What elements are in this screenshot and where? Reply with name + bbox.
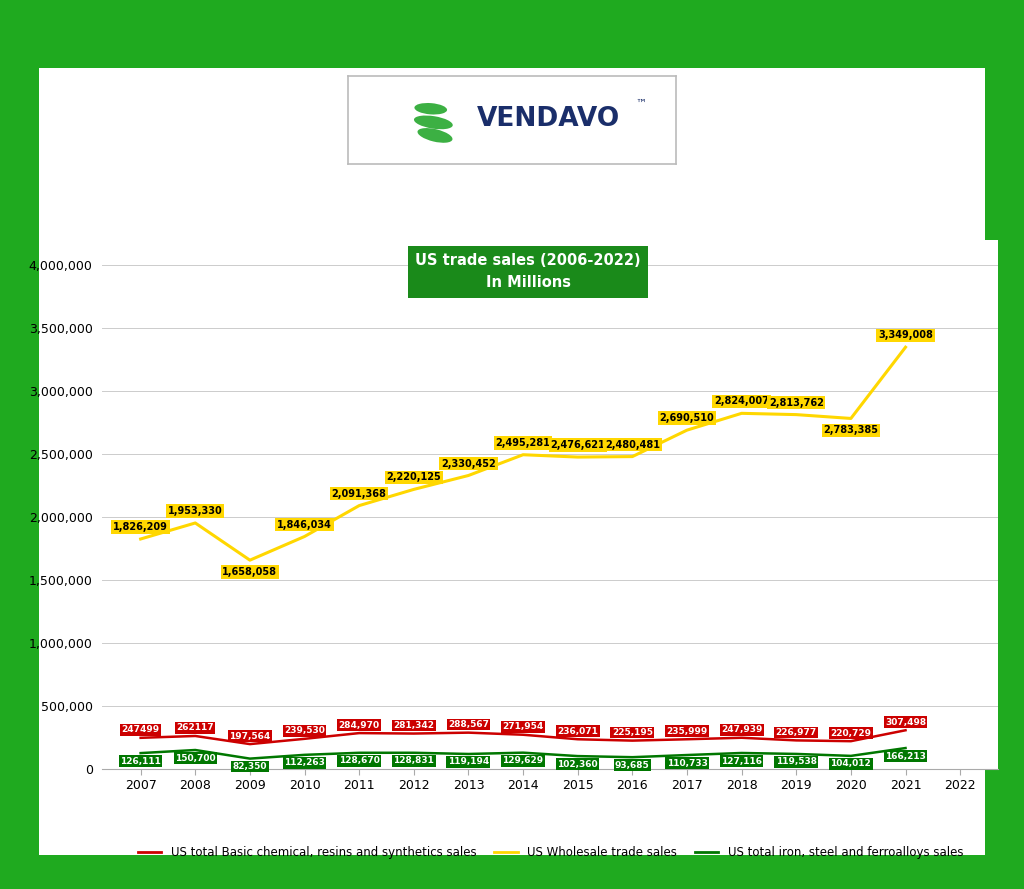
Text: 288,567: 288,567 [447, 720, 488, 729]
Text: 2,690,510: 2,690,510 [659, 413, 715, 423]
Text: 126,111: 126,111 [120, 757, 161, 765]
Text: 119,538: 119,538 [776, 757, 817, 766]
Text: 307,498: 307,498 [885, 717, 926, 726]
Legend: US total Basic chemical, resins and synthetics sales, US Wholesale trade sales, : US total Basic chemical, resins and synt… [133, 841, 968, 863]
Text: 197,564: 197,564 [229, 732, 270, 741]
Text: 112,263: 112,263 [284, 758, 325, 767]
Text: 262117: 262117 [176, 724, 214, 733]
Text: 1,826,209: 1,826,209 [114, 522, 168, 532]
Text: 128,831: 128,831 [393, 757, 434, 765]
Text: 150,700: 150,700 [175, 754, 216, 763]
Text: 2,495,281: 2,495,281 [496, 437, 551, 448]
Text: 2,476,621: 2,476,621 [550, 440, 605, 450]
Text: 2,824,007: 2,824,007 [714, 396, 769, 406]
Text: 220,729: 220,729 [830, 729, 871, 738]
Text: 104,012: 104,012 [830, 759, 871, 768]
Text: 226,977: 226,977 [775, 728, 817, 737]
Text: 247,939: 247,939 [721, 725, 762, 734]
Text: 3,349,008: 3,349,008 [879, 331, 933, 340]
Text: 281,342: 281,342 [393, 721, 434, 730]
Text: 2,783,385: 2,783,385 [823, 425, 879, 436]
Text: VENDAVO: VENDAVO [476, 107, 620, 132]
Text: US trade sales (2006-2022)
In Millions: US trade sales (2006-2022) In Millions [415, 253, 641, 291]
Text: 2,091,368: 2,091,368 [332, 489, 387, 499]
Ellipse shape [415, 103, 447, 115]
Text: 129,629: 129,629 [503, 757, 544, 765]
Text: 247499: 247499 [122, 725, 160, 734]
Text: 271,954: 271,954 [503, 722, 544, 732]
Text: 1,846,034: 1,846,034 [278, 519, 332, 530]
Text: 236,071: 236,071 [557, 726, 598, 736]
Text: 239,530: 239,530 [284, 726, 325, 735]
Ellipse shape [414, 116, 453, 129]
Text: ™: ™ [636, 99, 647, 108]
Text: 2,813,762: 2,813,762 [769, 397, 823, 408]
Text: 82,350: 82,350 [232, 762, 267, 771]
Text: 235,999: 235,999 [667, 726, 708, 736]
Text: 1,658,058: 1,658,058 [222, 567, 278, 577]
Text: 93,685: 93,685 [615, 761, 649, 770]
Text: 225,195: 225,195 [612, 728, 653, 737]
Text: 1,953,330: 1,953,330 [168, 506, 222, 516]
Text: 2,330,452: 2,330,452 [441, 459, 496, 469]
Text: 102,360: 102,360 [557, 759, 598, 769]
Text: 127,116: 127,116 [721, 757, 762, 765]
Text: 284,970: 284,970 [339, 721, 380, 730]
Text: 110,733: 110,733 [667, 758, 708, 767]
Text: 2,480,481: 2,480,481 [605, 440, 659, 450]
Text: 2,220,125: 2,220,125 [386, 472, 441, 483]
Ellipse shape [418, 128, 453, 143]
Text: 119,194: 119,194 [447, 757, 489, 766]
Text: 166,213: 166,213 [885, 751, 926, 761]
Text: 128,670: 128,670 [339, 757, 380, 765]
